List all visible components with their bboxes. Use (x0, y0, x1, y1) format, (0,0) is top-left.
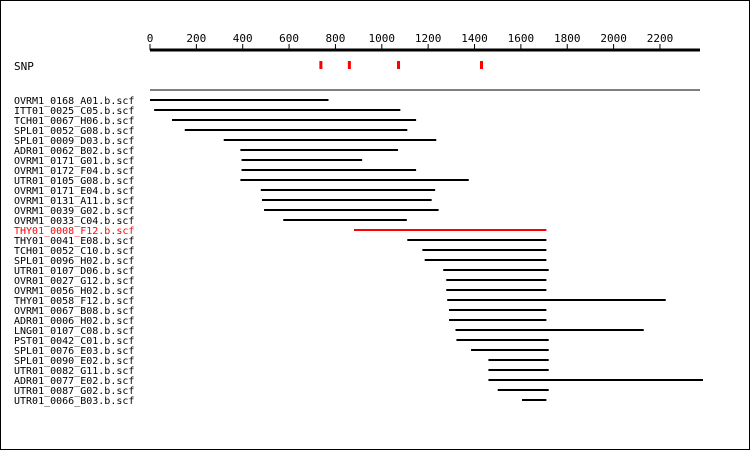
read-row[interactable]: OVR01_0027_G12.b.scf (14, 276, 547, 287)
read-name[interactable]: OVRM1_0168_A01.b.scf (14, 96, 134, 107)
read-name[interactable]: ITT01_0025_C05.b.scf (14, 106, 134, 117)
read-row[interactable]: TCH01_0067_H06.b.scf (14, 116, 417, 127)
read-row[interactable]: SPL01_0009_D03.b.scf (14, 136, 437, 147)
read-name[interactable]: OVRM1_0039_G02.b.scf (14, 206, 134, 217)
read-name[interactable]: UTR01_0105_G08.b.scf (14, 176, 134, 187)
read-name[interactable]: THY01_0041_E08.b.scf (14, 236, 134, 247)
read-name[interactable]: SPL01_0009_D03.b.scf (14, 136, 134, 147)
read-row[interactable]: SPL01_0076_E03.b.scf (14, 346, 549, 357)
axis-tick-label: 200 (186, 32, 206, 45)
read-row[interactable]: THY01_0058_F12.b.scf (14, 296, 666, 307)
read-row[interactable]: OVRM1_0131_A11.b.scf (14, 196, 432, 207)
read-row[interactable]: SPL01_0090_E02.b.scf (14, 356, 549, 367)
axis-tick-label: 2000 (600, 32, 627, 45)
read-row[interactable]: OVRM1_0067_B08.b.scf (14, 306, 547, 317)
read-name[interactable]: UTR01_0082_G11.b.scf (14, 366, 134, 377)
read-row[interactable]: UTR01_0087_G02.b.scf (14, 386, 549, 397)
read-name[interactable]: ADR01_0062_B02.b.scf (14, 146, 134, 157)
read-name[interactable]: UTR01_0066_B03.b.scf (14, 396, 134, 407)
read-row[interactable]: OVRM1_0056_H02.b.scf (14, 286, 547, 297)
read-row[interactable]: ADR01_0062_B02.b.scf (14, 146, 399, 157)
read-name[interactable]: TCH01_0052_C10.b.scf (14, 246, 134, 257)
read-name[interactable]: SPL01_0096_H02.b.scf (14, 256, 134, 267)
read-name[interactable]: LNG01_0107_C08.b.scf (14, 326, 134, 337)
snp-label: SNP (14, 60, 34, 73)
read-row[interactable]: OVRM1_0171_E04.b.scf (14, 186, 436, 197)
read-row[interactable]: TCH01_0052_C10.b.scf (14, 246, 547, 257)
snp-marker (347, 61, 351, 69)
snp-marker (397, 61, 401, 69)
read-name[interactable]: UTR01_0087_G02.b.scf (14, 386, 134, 397)
snp-marker (480, 61, 484, 69)
axis-tick-label: 400 (233, 32, 253, 45)
read-name[interactable]: OVRM1_0067_B08.b.scf (14, 306, 134, 317)
read-name[interactable]: OVRM1_0172_F04.b.scf (14, 166, 134, 177)
axis-tick-label: 1200 (415, 32, 442, 45)
snp-marker (319, 61, 323, 69)
read-row[interactable]: SPL01_0052_G08.b.scf (14, 126, 408, 137)
axis-tick-label: 1800 (554, 32, 581, 45)
read-name[interactable]: SPL01_0052_G08.b.scf (14, 126, 134, 137)
read-row[interactable]: LNG01_0107_C08.b.scf (14, 326, 644, 337)
read-name[interactable]: OVRM1_0171_E04.b.scf (14, 186, 134, 197)
read-name[interactable]: THY01_0058_F12.b.scf (14, 296, 134, 307)
read-name[interactable]: SPL01_0076_E03.b.scf (14, 346, 134, 357)
read-row[interactable]: OVRM1_0168_A01.b.scf (14, 96, 329, 107)
read-name[interactable]: OVRM1_0171_G01.b.scf (14, 156, 134, 167)
snp-markers (319, 61, 484, 69)
read-row[interactable]: ADR01_0006_H02.b.scf (14, 316, 547, 327)
read-name[interactable]: OVRM1_0131_A11.b.scf (14, 196, 134, 207)
axis-tick-label: 1600 (508, 32, 535, 45)
axis-tick-label: 800 (326, 32, 346, 45)
read-row[interactable]: ADR01_0077_E02.b.scf (14, 376, 703, 387)
read-row[interactable]: PST01_0042_C01.b.scf (14, 336, 549, 347)
read-row[interactable]: ITT01_0025_C05.b.scf (14, 106, 401, 117)
read-name[interactable]: SPL01_0090_E02.b.scf (14, 356, 134, 367)
read-name[interactable]: OVRM1_0033_C04.b.scf (14, 216, 134, 227)
read-row[interactable]: UTR01_0082_G11.b.scf (14, 366, 549, 377)
read-name[interactable]: THY01_0008_F12.b.scf (14, 226, 134, 237)
read-name[interactable]: ADR01_0077_E02.b.scf (14, 376, 134, 387)
position-axis: 0 200 400 600 800 1000 1200 1400 1600 1800 2000 220… (147, 32, 700, 52)
read-row[interactable]: OVRM1_0039_G02.b.scf (14, 206, 439, 217)
read-name[interactable]: ADR01_0006_H02.b.scf (14, 316, 134, 327)
read-name[interactable]: OVRM1_0056_H02.b.scf (14, 286, 134, 297)
read-name[interactable]: OVR01_0027_G12.b.scf (14, 276, 134, 287)
read-row[interactable]: UTR01_0066_B03.b.scf (14, 396, 547, 407)
reads-list: OVRM1_0168_A01.b.scfITT01_0025_C05.b.scf… (14, 96, 703, 407)
axis-tick-label: 0 (147, 32, 154, 45)
read-row[interactable]: OVRM1_0171_G01.b.scf (14, 156, 363, 167)
read-row[interactable]: THY01_0041_E08.b.scf (14, 236, 547, 247)
read-row[interactable]: OVRM1_0172_F04.b.scf (14, 166, 417, 177)
read-row[interactable]: UTR01_0105_G08.b.scf (14, 176, 469, 187)
read-row[interactable]: SPL01_0096_H02.b.scf (14, 256, 547, 267)
read-name[interactable]: UTR01_0107_D06.b.scf (14, 266, 134, 277)
axis-tick-label: 2200 (647, 32, 674, 45)
read-name[interactable]: TCH01_0067_H06.b.scf (14, 116, 134, 127)
read-row[interactable]: UTR01_0107_D06.b.scf (14, 266, 549, 277)
axis-tick-label: 1000 (369, 32, 396, 45)
read-name[interactable]: PST01_0042_C01.b.scf (14, 336, 134, 347)
read-row[interactable]: OVRM1_0033_C04.b.scf (14, 216, 407, 227)
read-row[interactable]: THY01_0008_F12.b.scf (14, 226, 547, 237)
axis-tick-label: 1400 (461, 32, 488, 45)
axis-tick-label: 600 (279, 32, 299, 45)
